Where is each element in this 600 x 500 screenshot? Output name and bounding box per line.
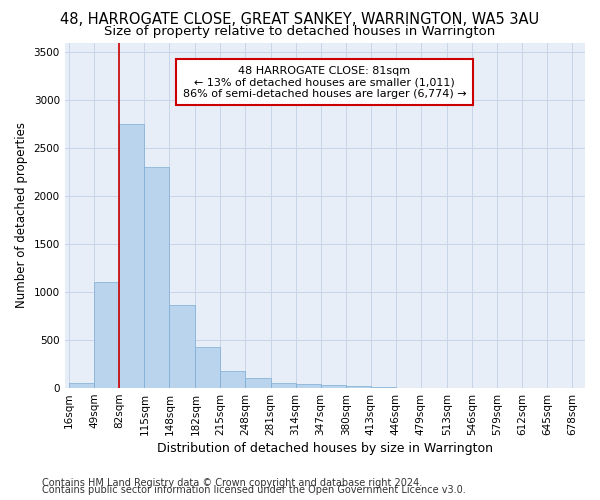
Bar [296, 384, 320, 388]
Bar [220, 372, 245, 388]
Bar [196, 347, 220, 388]
Bar [169, 304, 194, 388]
Text: Contains public sector information licensed under the Open Government Licence v3: Contains public sector information licen… [42, 485, 466, 495]
Text: Contains HM Land Registry data © Crown copyright and database right 2024.: Contains HM Land Registry data © Crown c… [42, 478, 422, 488]
Bar [69, 384, 94, 388]
Bar [346, 386, 371, 388]
X-axis label: Distribution of detached houses by size in Warrington: Distribution of detached houses by size … [157, 442, 493, 455]
Y-axis label: Number of detached properties: Number of detached properties [15, 122, 28, 308]
Bar [320, 384, 346, 388]
Text: 48, HARROGATE CLOSE, GREAT SANKEY, WARRINGTON, WA5 3AU: 48, HARROGATE CLOSE, GREAT SANKEY, WARRI… [61, 12, 539, 28]
Bar [245, 378, 271, 388]
Bar [271, 383, 296, 388]
Bar [94, 282, 119, 388]
Bar [371, 387, 396, 388]
Text: 48 HARROGATE CLOSE: 81sqm
← 13% of detached houses are smaller (1,011)
86% of se: 48 HARROGATE CLOSE: 81sqm ← 13% of detac… [182, 66, 466, 98]
Bar [145, 168, 169, 388]
Bar [119, 124, 145, 388]
Text: Size of property relative to detached houses in Warrington: Size of property relative to detached ho… [104, 25, 496, 38]
